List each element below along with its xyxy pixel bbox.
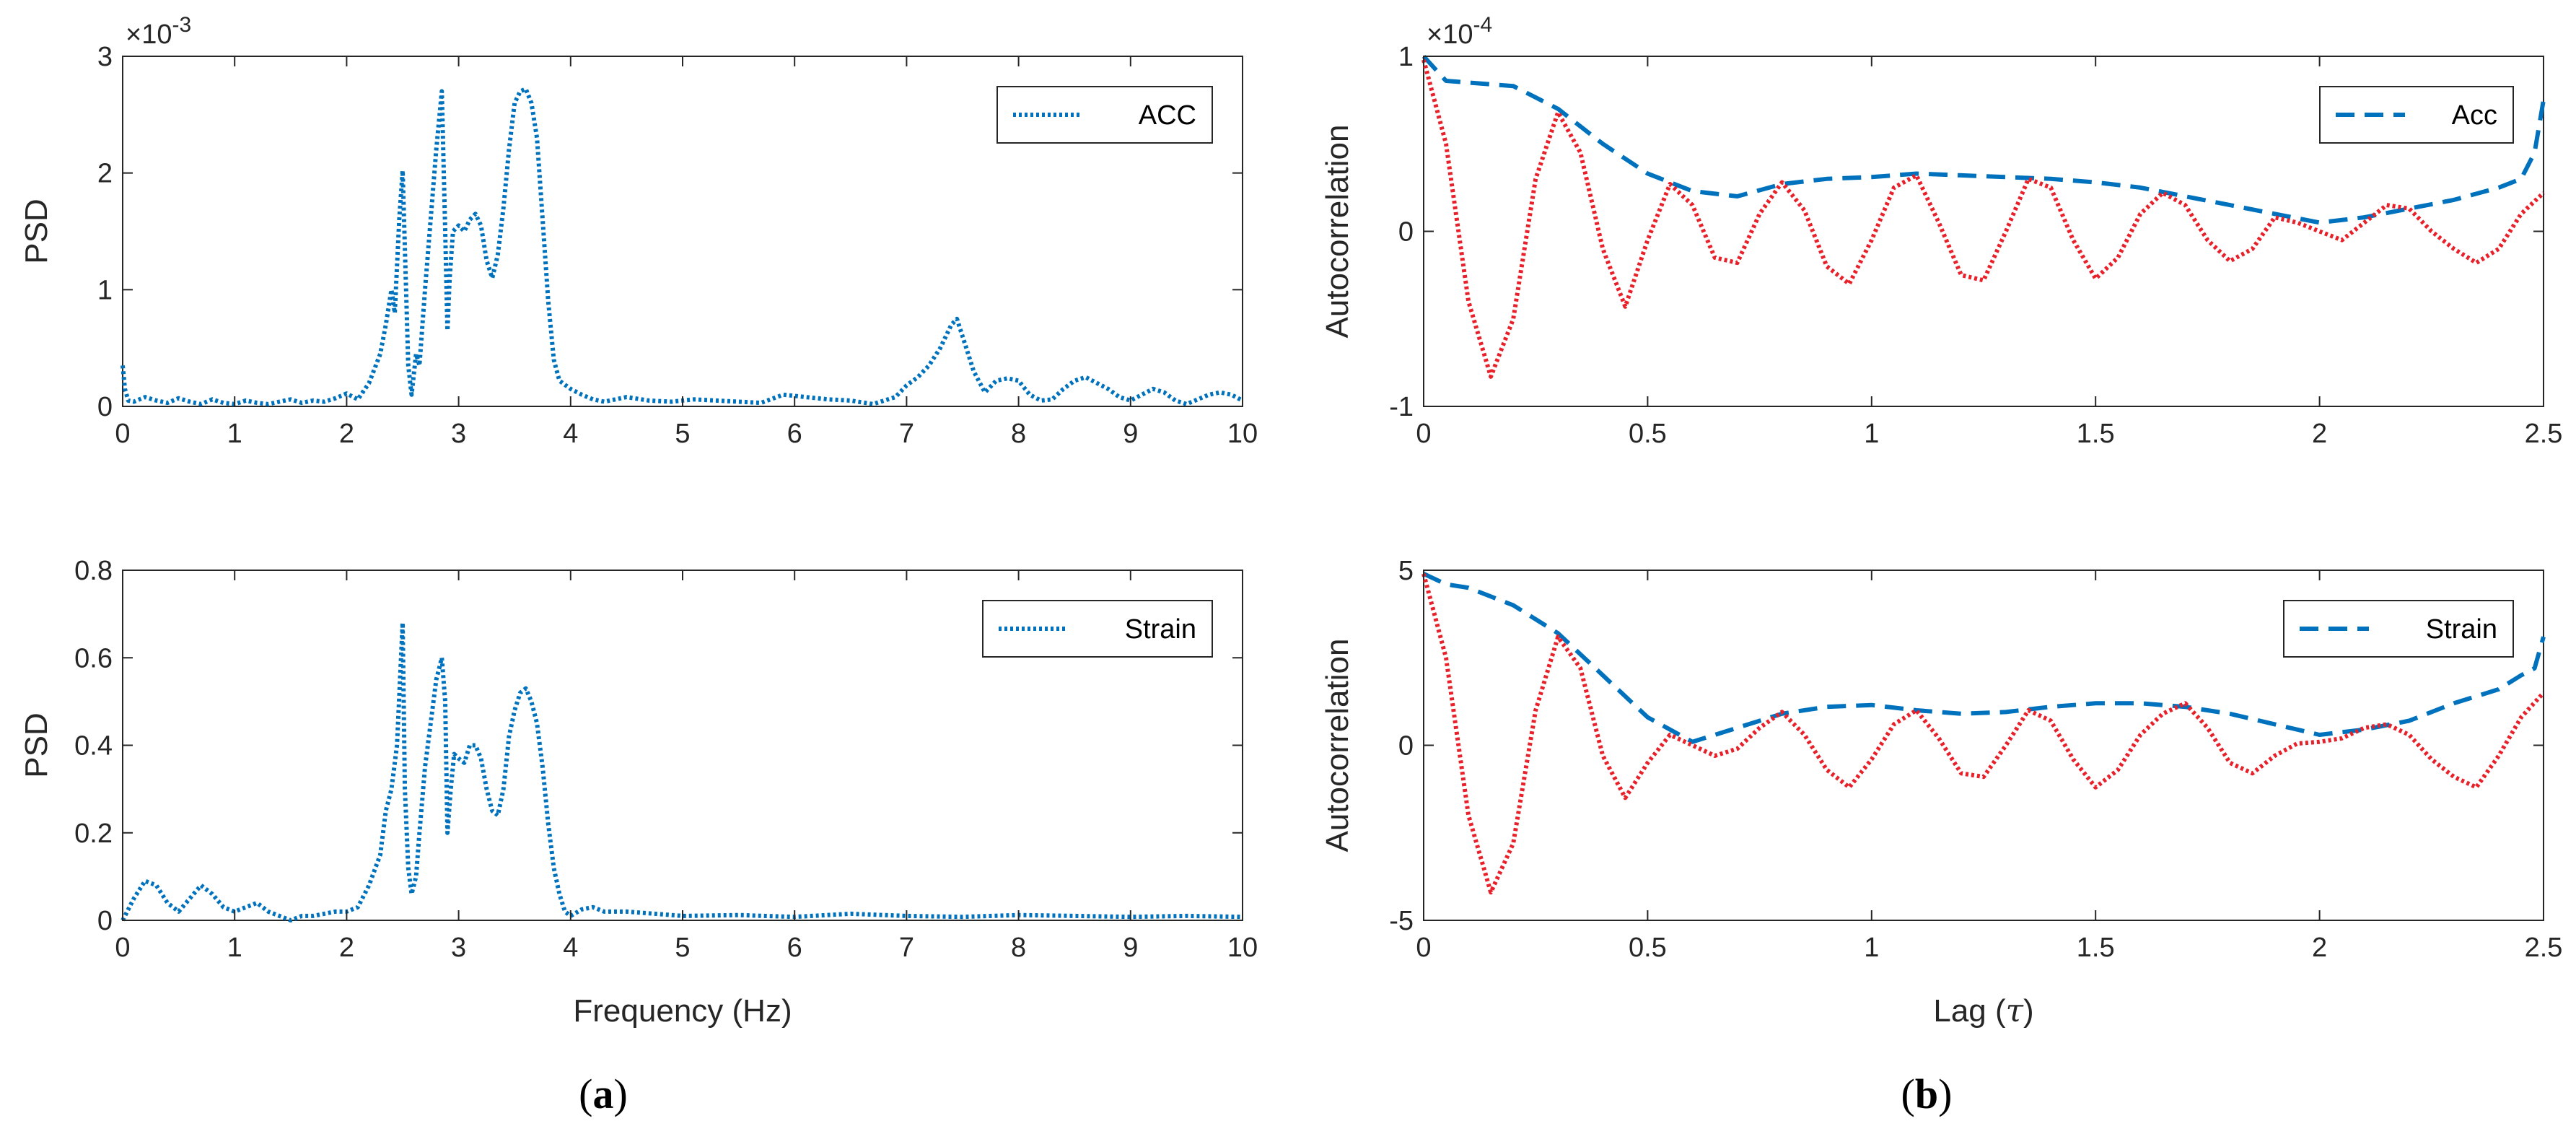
legend: Strain (2283, 600, 2514, 658)
legend-label: ACC (1139, 100, 1196, 131)
caption-a: (a) (579, 1070, 628, 1117)
x-tick-label: 2.5 (2525, 933, 2563, 963)
y-tick-label: 0 (97, 906, 113, 936)
x-tick-label: 0 (115, 933, 130, 963)
exponent-multiplier: ×10-4 (1427, 13, 1492, 50)
y-tick-label: 0 (1398, 731, 1414, 762)
caption-b-label: b (1915, 1070, 1938, 1117)
x-tick-label: 2.5 (2525, 419, 2563, 449)
y-tick-label: 0.8 (74, 556, 113, 586)
x-tick-label: 5 (675, 419, 690, 449)
x-tick-label: 3 (451, 419, 466, 449)
x-tick-label: 1 (1864, 933, 1879, 963)
legend: Strain (982, 600, 1213, 658)
x-tick-label: 2 (339, 419, 354, 449)
x-tick-label: 3 (451, 933, 466, 963)
y-tick-label: 1 (97, 275, 113, 305)
legend: ACC (996, 86, 1213, 144)
x-tick-label: 5 (675, 933, 690, 963)
y-tick-label: 1 (1398, 42, 1414, 72)
legend: Acc (2319, 86, 2514, 144)
series-line-reference (1421, 59, 2546, 379)
y-axis-label: Autocorrelation (1320, 125, 1355, 339)
y-tick-label: 5 (1398, 556, 1414, 586)
x-tick-label: 1 (1864, 419, 1879, 449)
panel-psd-acc: 0 1 2 3 4 5 6 7 8 9 10 0 1 2 3 PSD ×10-3 ACC (19, 13, 1258, 449)
x-tick-label: 1.5 (2077, 419, 2115, 449)
x-tick-label: 7 (899, 933, 914, 963)
x-axis-label: Lag (τ) (1933, 993, 2033, 1029)
legend-box (2283, 600, 2514, 658)
x-tick-label: 6 (787, 419, 802, 449)
x-tick-label: 2 (2312, 419, 2327, 449)
x-tick-label: 9 (1123, 933, 1138, 963)
series-line-strain (121, 620, 1243, 923)
y-tick-label: 0.6 (74, 643, 113, 673)
legend-label: Strain (1125, 614, 1196, 645)
x-axis-label: Frequency (Hz) (573, 993, 792, 1029)
series-line-reference (1421, 573, 2546, 895)
y-tick-label: 0 (1398, 217, 1414, 248)
legend-label: Acc (2452, 100, 2497, 131)
y-axis-label: PSD (19, 199, 54, 263)
y-tick-label: -5 (1389, 906, 1414, 936)
x-tick-label: 7 (899, 419, 914, 449)
x-tick-label: 0 (1416, 419, 1431, 449)
legend-box (982, 600, 1213, 658)
series-line-acc (121, 87, 1244, 406)
y-tick-label: 0 (97, 392, 113, 422)
x-tick-label: 4 (563, 419, 578, 449)
caption-b: (b) (1901, 1070, 1953, 1117)
legend-label: Strain (2426, 614, 2497, 645)
x-tick-label: 10 (1227, 933, 1258, 963)
y-axis-label: Autocorrelation (1320, 639, 1355, 852)
y-tick-label: 0.4 (74, 731, 113, 762)
x-tick-label: 1 (227, 419, 242, 449)
x-tick-label: 6 (787, 933, 802, 963)
x-tick-label: 1 (227, 933, 242, 963)
x-tick-label: 0 (115, 419, 130, 449)
y-tick-label: 3 (97, 42, 113, 72)
x-tick-label: 2 (339, 933, 354, 963)
y-tick-label: 0.2 (74, 819, 113, 849)
x-tick-label: 2 (2312, 933, 2327, 963)
x-tick-label: 0 (1416, 933, 1431, 963)
x-tick-label: 0.5 (1629, 933, 1667, 963)
series-line-acc (1421, 54, 2546, 225)
series-line-strain (1422, 572, 2546, 744)
x-tick-label: 1.5 (2077, 933, 2115, 963)
x-tick-label: 8 (1011, 933, 1026, 963)
x-tick-label: 0.5 (1629, 419, 1667, 449)
panel-psd-strain: 0 1 2 3 4 5 6 7 8 9 10 0 0.2 0.4 0.6 0.8 PSD Frequency (H… (19, 556, 1258, 1029)
x-tick-label: 9 (1123, 419, 1138, 449)
x-tick-label: 8 (1011, 419, 1026, 449)
y-tick-label: -1 (1389, 392, 1414, 422)
x-tick-label: 4 (563, 933, 578, 963)
y-axis-label: PSD (19, 712, 54, 777)
caption-a-label: a (593, 1070, 614, 1117)
x-tick-label: 10 (1227, 419, 1258, 449)
exponent-multiplier: ×10-3 (126, 13, 191, 50)
y-tick-label: 2 (97, 159, 113, 189)
